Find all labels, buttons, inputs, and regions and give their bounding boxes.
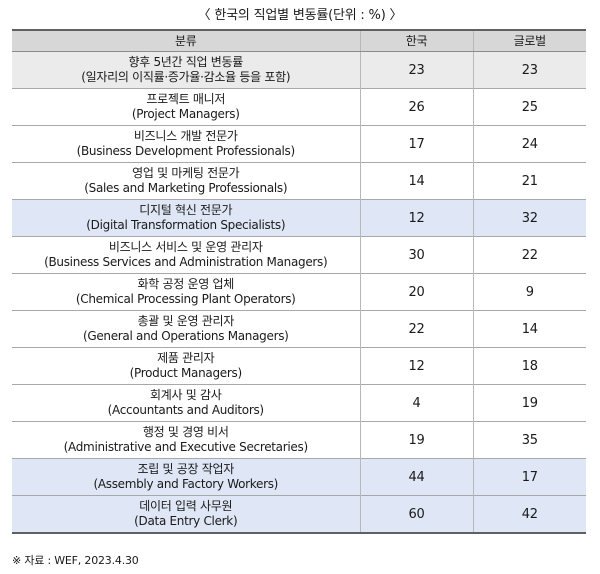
- global-value-cell: 35: [472, 421, 586, 459]
- korea-value-cell: 60: [359, 495, 473, 534]
- category-english-label: (Chemical Processing Plant Operators): [75, 292, 296, 306]
- global-value-cell: 19: [472, 384, 586, 422]
- table-row: 영업 및 마케팅 전문가 (Sales and Marketing Profess…: [12, 162, 586, 200]
- category-korean-label: 데이터 입력 사무원: [139, 499, 233, 513]
- korea-value-cell: 26: [359, 88, 473, 126]
- global-value-cell: 17: [472, 458, 586, 496]
- category-korean-label: 화학 공정 운영 업체: [137, 277, 235, 291]
- global-value-cell: 18: [472, 347, 586, 385]
- korea-value-cell: 23: [359, 51, 473, 89]
- korea-value-cell: 17: [359, 125, 473, 163]
- category-english-label: (General and Operations Managers): [82, 329, 289, 343]
- category-cell: 화학 공정 운영 업체 (Chemical Processing Plant Op…: [12, 273, 360, 311]
- global-value-cell: 9: [472, 273, 586, 311]
- table-header-row: 분류 한국 글로벌: [12, 29, 586, 52]
- category-cell: 비즈니스 서비스 및 운영 관리자 (Business Services and …: [12, 236, 360, 274]
- category-korean-label: 영업 및 마케팅 전문가: [132, 166, 240, 180]
- global-value-cell: 23: [472, 51, 586, 89]
- table-caption: 〈 한국의 직업별 변동률(단위 : %) 〉: [197, 8, 403, 23]
- table-row: 향후 5년간 직업 변동률 (일자리의 이직률·증가율·감소율 등을 포함) 23 2…: [12, 51, 586, 89]
- korea-value-cell: 14: [359, 162, 473, 200]
- header-category: 분류: [12, 29, 360, 52]
- korea-value-cell: 44: [359, 458, 473, 496]
- category-cell: 영업 및 마케팅 전문가 (Sales and Marketing Profess…: [12, 162, 360, 200]
- category-korean-label: 향후 5년간 직업 변동률: [128, 55, 244, 69]
- table-row: 디지털 혁신 전문가 (Digital Transformation Specia…: [12, 199, 586, 237]
- global-value-cell: 25: [472, 88, 586, 126]
- global-value-cell: 14: [472, 310, 586, 348]
- category-english-label: (Business Development Professionals): [76, 144, 296, 158]
- category-korean-label: 디지털 혁신 전문가: [139, 203, 233, 217]
- korea-value-cell: 22: [359, 310, 473, 348]
- table-row: 데이터 입력 사무원 (Data Entry Clerk) 60 42: [12, 495, 586, 534]
- category-english-label: (Administrative and Executive Secretarie…: [63, 440, 308, 454]
- category-cell: 비즈니스 개발 전문가 (Business Development Profess…: [12, 125, 360, 163]
- category-cell: 향후 5년간 직업 변동률 (일자리의 이직률·증가율·감소율 등을 포함): [12, 51, 360, 89]
- global-value-cell: 42: [472, 495, 586, 534]
- category-korean-label: 비즈니스 서비스 및 운영 관리자: [108, 240, 263, 254]
- category-korean-label: 조립 및 공장 작업자: [137, 462, 235, 476]
- korea-value-cell: 12: [359, 347, 473, 385]
- category-korean-label: 총괄 및 운영 관리자: [137, 314, 235, 328]
- category-cell: 조립 및 공장 작업자 (Assembly and Factory Workers…: [12, 458, 360, 496]
- category-korean-label: 제품 관리자: [157, 351, 215, 365]
- header-korea: 한국: [359, 29, 473, 52]
- table-row: 비즈니스 개발 전문가 (Business Development Profess…: [12, 125, 586, 163]
- category-english-label: (Sales and Marketing Professionals): [84, 181, 288, 195]
- category-korean-label: 행정 및 경영 비서: [142, 425, 229, 439]
- korea-value-cell: 19: [359, 421, 473, 459]
- category-english-label: (Business Services and Administration Ma…: [44, 255, 328, 269]
- table-row: 비즈니스 서비스 및 운영 관리자 (Business Services and …: [12, 236, 586, 274]
- category-cell: 총괄 및 운영 관리자 (General and Operations Manag…: [12, 310, 360, 348]
- category-english-label: (Data Entry Clerk): [134, 514, 238, 528]
- category-english-label: (Assembly and Factory Workers): [93, 477, 279, 491]
- category-cell: 제품 관리자 (Product Managers): [12, 347, 360, 385]
- occupation-change-table: 분류 한국 글로벌 향후 5년간 직업 변동률 (일자리의 이직률·증가율·감소율…: [12, 29, 586, 534]
- category-korean-label: 비즈니스 개발 전문가: [133, 129, 238, 143]
- category-english-label: (Project Managers): [131, 107, 240, 121]
- category-cell: 디지털 혁신 전문가 (Digital Transformation Specia…: [12, 199, 360, 237]
- table-row: 화학 공정 운영 업체 (Chemical Processing Plant Op…: [12, 273, 586, 311]
- table-row: 제품 관리자 (Product Managers) 12 18: [12, 347, 586, 385]
- global-value-cell: 32: [472, 199, 586, 237]
- category-korean-label: 회계사 및 감사: [150, 388, 222, 402]
- korea-value-cell: 30: [359, 236, 473, 274]
- table-body: 향후 5년간 직업 변동률 (일자리의 이직률·증가율·감소율 등을 포함) 23 2…: [12, 51, 586, 534]
- category-english-label: (일자리의 이직률·증가율·감소율 등을 포함): [81, 70, 291, 84]
- global-value-cell: 22: [472, 236, 586, 274]
- category-cell: 프로젝트 매니저 (Project Managers): [12, 88, 360, 126]
- category-cell: 행정 및 경영 비서 (Administrative and Executive …: [12, 421, 360, 459]
- global-value-cell: 21: [472, 162, 586, 200]
- korea-value-cell: 4: [359, 384, 473, 422]
- table-row: 총괄 및 운영 관리자 (General and Operations Manag…: [12, 310, 586, 348]
- category-cell: 데이터 입력 사무원 (Data Entry Clerk): [12, 495, 360, 534]
- global-value-cell: 24: [472, 125, 586, 163]
- table-row: 행정 및 경영 비서 (Administrative and Executive …: [12, 421, 586, 459]
- header-global: 글로벌: [472, 29, 586, 52]
- category-english-label: (Accountants and Auditors): [107, 403, 264, 417]
- source-note: ※ 자료 : WEF, 2023.4.30: [12, 554, 139, 567]
- korea-value-cell: 12: [359, 199, 473, 237]
- category-english-label: (Product Managers): [129, 366, 243, 380]
- category-english-label: (Digital Transformation Specialists): [86, 218, 286, 232]
- category-korean-label: 프로젝트 매니저: [146, 92, 226, 106]
- table-row: 회계사 및 감사 (Accountants and Auditors) 4 19: [12, 384, 586, 422]
- korea-value-cell: 20: [359, 273, 473, 311]
- table-row: 조립 및 공장 작업자 (Assembly and Factory Workers…: [12, 458, 586, 496]
- category-cell: 회계사 및 감사 (Accountants and Auditors): [12, 384, 360, 422]
- table-row: 프로젝트 매니저 (Project Managers) 26 25: [12, 88, 586, 126]
